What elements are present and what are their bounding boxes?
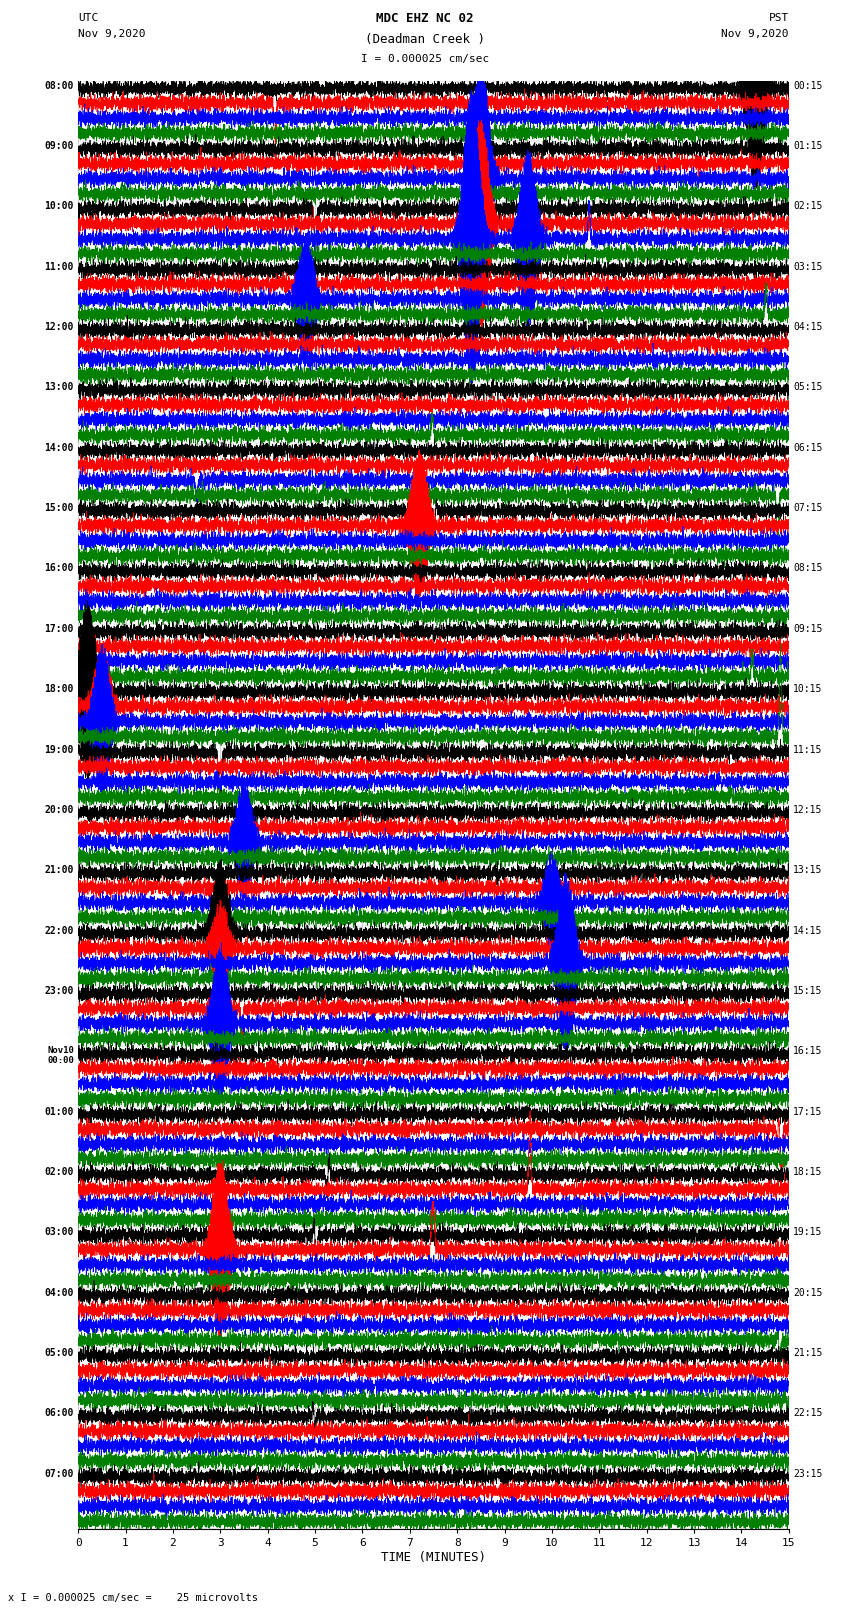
Text: 19:00: 19:00 — [44, 745, 74, 755]
Text: 16:15: 16:15 — [793, 1047, 823, 1057]
Text: 13:00: 13:00 — [44, 382, 74, 392]
Text: 14:00: 14:00 — [44, 442, 74, 453]
Text: 22:00: 22:00 — [44, 926, 74, 936]
Text: Nov10: Nov10 — [47, 1047, 74, 1055]
Text: 01:00: 01:00 — [44, 1107, 74, 1116]
Text: 22:15: 22:15 — [793, 1408, 823, 1418]
Text: PST: PST — [768, 13, 789, 23]
Text: 14:15: 14:15 — [793, 926, 823, 936]
Text: 18:00: 18:00 — [44, 684, 74, 694]
Text: 08:00: 08:00 — [44, 81, 74, 90]
Text: 15:00: 15:00 — [44, 503, 74, 513]
Text: 09:00: 09:00 — [44, 140, 74, 152]
Text: 12:00: 12:00 — [44, 323, 74, 332]
X-axis label: TIME (MINUTES): TIME (MINUTES) — [381, 1552, 486, 1565]
Text: 00:00: 00:00 — [47, 1057, 74, 1065]
Text: 12:15: 12:15 — [793, 805, 823, 815]
Text: 11:00: 11:00 — [44, 261, 74, 271]
Text: 21:15: 21:15 — [793, 1348, 823, 1358]
Text: 05:00: 05:00 — [44, 1348, 74, 1358]
Text: 19:15: 19:15 — [793, 1227, 823, 1237]
Text: 03:00: 03:00 — [44, 1227, 74, 1237]
Text: 04:00: 04:00 — [44, 1287, 74, 1298]
Text: 20:15: 20:15 — [793, 1287, 823, 1298]
Text: 08:15: 08:15 — [793, 563, 823, 574]
Text: 23:15: 23:15 — [793, 1469, 823, 1479]
Text: 01:15: 01:15 — [793, 140, 823, 152]
Text: 20:00: 20:00 — [44, 805, 74, 815]
Text: 06:00: 06:00 — [44, 1408, 74, 1418]
Text: 07:15: 07:15 — [793, 503, 823, 513]
Text: 04:15: 04:15 — [793, 323, 823, 332]
Text: Nov 9,2020: Nov 9,2020 — [78, 29, 145, 39]
Text: MDC EHZ NC 02: MDC EHZ NC 02 — [377, 11, 473, 26]
Text: 02:15: 02:15 — [793, 202, 823, 211]
Text: 02:00: 02:00 — [44, 1168, 74, 1177]
Text: x I = 0.000025 cm/sec =    25 microvolts: x I = 0.000025 cm/sec = 25 microvolts — [8, 1594, 258, 1603]
Text: 06:15: 06:15 — [793, 442, 823, 453]
Text: 10:15: 10:15 — [793, 684, 823, 694]
Text: 15:15: 15:15 — [793, 986, 823, 995]
Text: (Deadman Creek ): (Deadman Creek ) — [365, 32, 485, 47]
Text: 23:00: 23:00 — [44, 986, 74, 995]
Text: 10:00: 10:00 — [44, 202, 74, 211]
Text: 16:00: 16:00 — [44, 563, 74, 574]
Text: 11:15: 11:15 — [793, 745, 823, 755]
Text: 17:00: 17:00 — [44, 624, 74, 634]
Text: 05:15: 05:15 — [793, 382, 823, 392]
Text: 03:15: 03:15 — [793, 261, 823, 271]
Text: 07:00: 07:00 — [44, 1469, 74, 1479]
Text: Nov 9,2020: Nov 9,2020 — [722, 29, 789, 39]
Text: I = 0.000025 cm/sec: I = 0.000025 cm/sec — [361, 53, 489, 65]
Text: 17:15: 17:15 — [793, 1107, 823, 1116]
Text: 09:15: 09:15 — [793, 624, 823, 634]
Text: 00:15: 00:15 — [793, 81, 823, 90]
Text: UTC: UTC — [78, 13, 99, 23]
Text: 18:15: 18:15 — [793, 1168, 823, 1177]
Text: 13:15: 13:15 — [793, 865, 823, 876]
Text: 21:00: 21:00 — [44, 865, 74, 876]
